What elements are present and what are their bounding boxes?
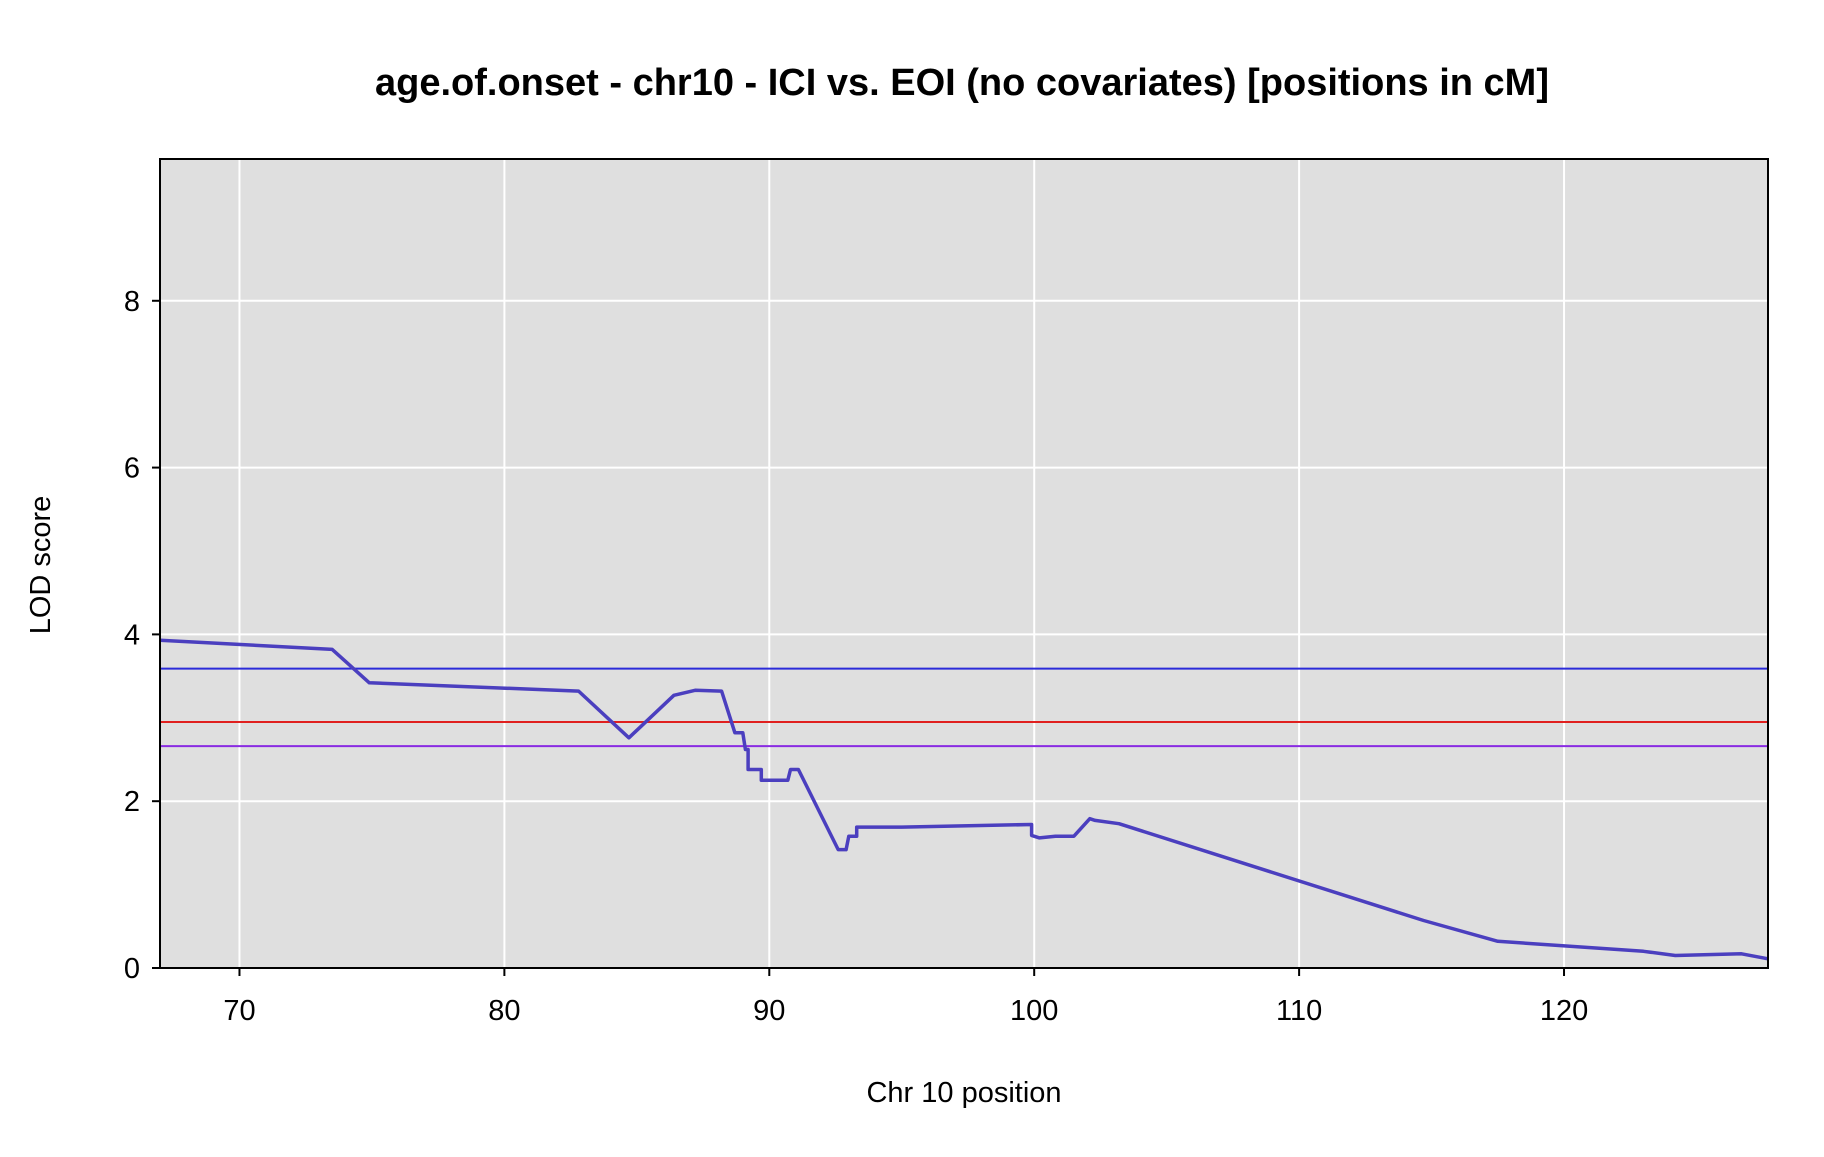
y-tick-label: 8 xyxy=(124,286,140,318)
x-tick-label: 100 xyxy=(1010,995,1058,1027)
threshold-lines xyxy=(160,667,1768,748)
plot-background xyxy=(160,159,1768,968)
series-layer xyxy=(159,638,1769,961)
y-axis: 0 2 4 6 8 xyxy=(124,286,160,985)
y-tick-label: 0 xyxy=(124,953,140,985)
x-axis-label: Chr 10 position xyxy=(866,1077,1061,1109)
x-tick-label: 80 xyxy=(488,995,520,1027)
y-tick-label: 2 xyxy=(124,786,140,818)
chart-title: age.of.onset - chr10 - ICI vs. EOI (no c… xyxy=(375,62,1549,104)
x-tick-label: 90 xyxy=(753,995,785,1027)
plot-border xyxy=(159,158,1769,969)
x-axis: 70 80 90 100 110 120 xyxy=(223,968,1588,1027)
y-axis-label: LOD score xyxy=(25,496,57,635)
x-tick-label: 120 xyxy=(1540,995,1588,1027)
y-tick-label: 6 xyxy=(124,453,140,485)
x-tick-label: 70 xyxy=(223,995,255,1027)
lod-curve xyxy=(159,638,1769,961)
y-tick-label: 4 xyxy=(124,619,140,651)
x-tick-label: 110 xyxy=(1276,995,1322,1027)
